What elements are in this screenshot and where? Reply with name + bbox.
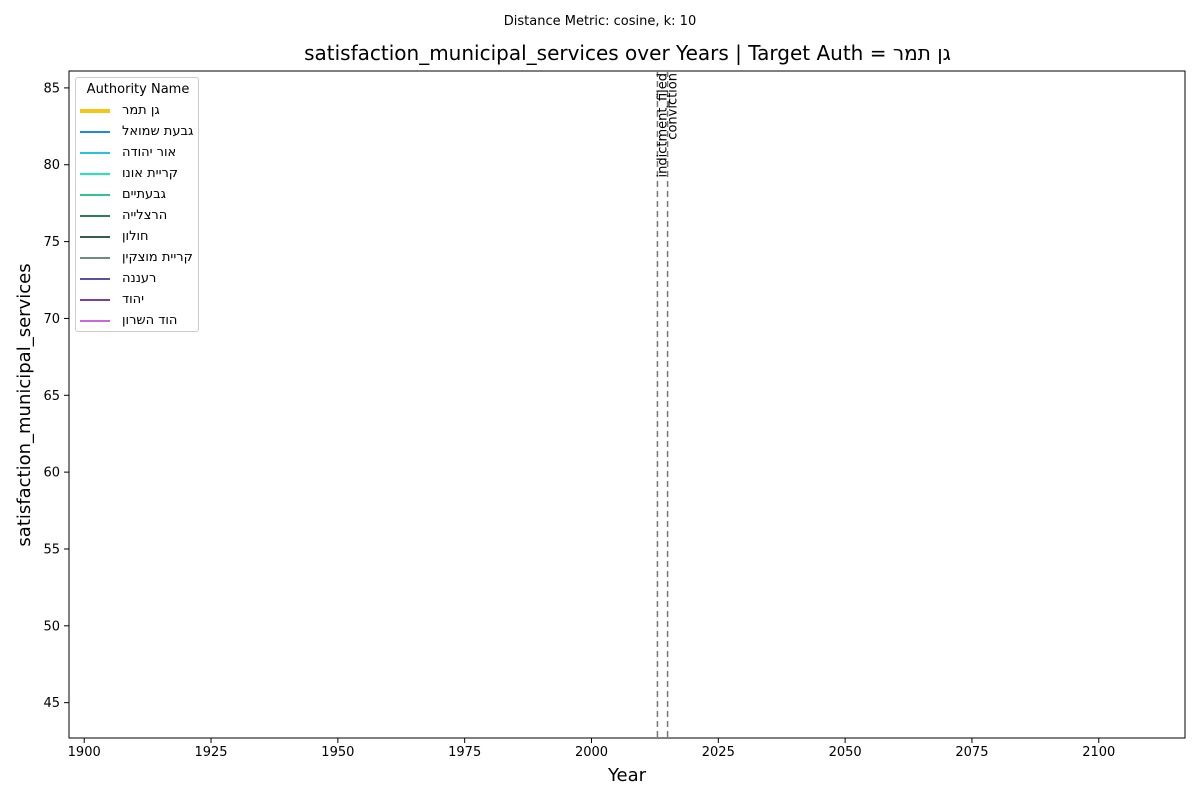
x-tick-label: 2100 [1082, 745, 1115, 760]
chart-title: satisfaction_municipal_services over Yea… [304, 41, 951, 65]
x-tick-label: 2025 [702, 745, 735, 760]
legend-swatch [80, 152, 110, 154]
legend-item: גבעתיים [80, 186, 196, 204]
legend-item: רעננה [80, 270, 196, 288]
legend-swatch [80, 278, 110, 280]
legend-item: גבעת שמואל [80, 123, 196, 141]
legend-item: גן תמר [80, 102, 196, 120]
legend-label: חולון [122, 229, 149, 244]
y-tick-label: 70 [43, 312, 60, 327]
x-tick-label: 1900 [68, 745, 101, 760]
legend-item: יהוד [80, 291, 196, 309]
x-tick-label: 1975 [448, 745, 481, 760]
legend-swatch [80, 320, 110, 322]
legend-label: קריית אונו [122, 166, 179, 181]
y-tick-label: 55 [43, 542, 60, 557]
y-tick-label: 75 [43, 235, 60, 250]
legend-swatch [80, 173, 110, 175]
legend-swatch [80, 131, 110, 133]
legend-item: קריית מוצקין [80, 249, 196, 267]
legend-label: יהוד [122, 292, 145, 307]
legend-item: הוד השרון [80, 312, 196, 330]
legend-label: גבעת שמואל [122, 124, 194, 139]
legend: Authority Name גן תמר גבעת שמואל אור יהודה… [75, 77, 199, 332]
y-tick-label: 80 [43, 158, 60, 173]
legend-item: חולון [80, 228, 196, 246]
x-axis-ticks: 1900 1925 1950 1975 2000 2025 2050 2075 2100 [68, 738, 1115, 760]
legend-label: גן תמר [122, 103, 160, 118]
legend-swatch [80, 257, 110, 259]
event-label: conviction [666, 73, 681, 140]
y-tick-label: 85 [43, 81, 60, 96]
legend-swatch [80, 236, 110, 238]
legend-item: הרצלייה [80, 207, 196, 225]
y-tick-label: 65 [43, 389, 60, 404]
legend-swatch [80, 194, 110, 196]
legend-label: אור יהודה [122, 145, 177, 160]
y-tick-label: 60 [43, 466, 60, 481]
x-axis-label: Year [607, 765, 647, 786]
legend-swatch [80, 109, 110, 113]
legend-label: רעננה [122, 271, 157, 286]
legend-label: גבעתיים [122, 187, 166, 202]
legend-item: קריית אונו [80, 165, 196, 183]
chart-suptitle: Distance Metric: cosine, k: 10 [503, 14, 697, 29]
legend-swatch [80, 215, 110, 217]
y-axis-label: satisfaction_municipal_services [14, 263, 35, 546]
x-tick-label: 1925 [194, 745, 227, 760]
legend-swatch [80, 299, 110, 301]
y-tick-label: 50 [43, 619, 60, 634]
y-axis-ticks: 45 50 55 60 65 70 75 80 85 [43, 81, 69, 711]
y-tick-label: 45 [43, 696, 60, 711]
x-tick-label: 2000 [575, 745, 608, 760]
event-label: indictment_filed [655, 73, 670, 178]
legend-label: קריית מוצקין [122, 250, 193, 265]
x-tick-label: 2075 [955, 745, 988, 760]
legend-label: הרצלייה [122, 208, 168, 223]
x-tick-label: 2050 [829, 745, 862, 760]
legend-label: הוד השרון [122, 313, 178, 328]
x-tick-label: 1950 [321, 745, 354, 760]
legend-title: Authority Name [86, 82, 190, 97]
plot-area [68, 70, 1186, 739]
legend-item: אור יהודה [80, 144, 196, 162]
